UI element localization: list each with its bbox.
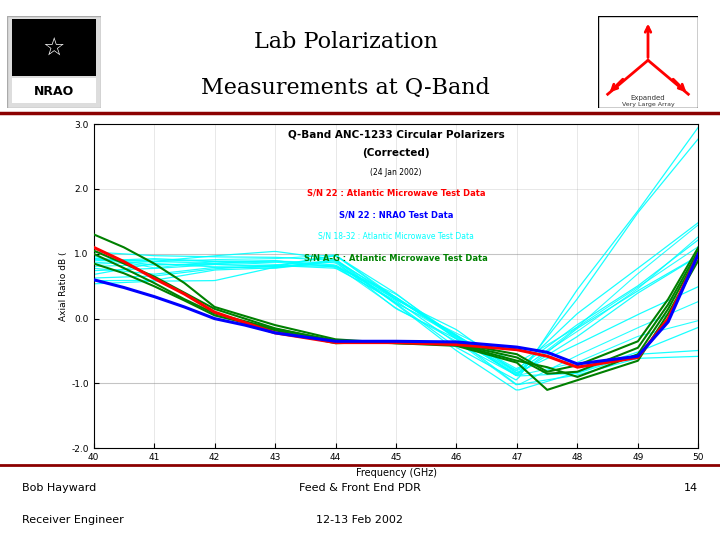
- Text: NRAO: NRAO: [34, 85, 74, 98]
- Text: Q-Band ANC-1233 Circular Polarizers: Q-Band ANC-1233 Circular Polarizers: [287, 129, 505, 139]
- Text: Lab Polarization: Lab Polarization: [253, 31, 438, 53]
- Text: ☆: ☆: [42, 36, 66, 60]
- FancyBboxPatch shape: [12, 78, 96, 103]
- Text: Receiver Engineer: Receiver Engineer: [22, 515, 123, 524]
- Text: S/N A-G : Atlantic Microwave Test Data: S/N A-G : Atlantic Microwave Test Data: [304, 254, 488, 263]
- Text: (24 Jan 2002): (24 Jan 2002): [370, 168, 422, 177]
- Text: 14: 14: [684, 483, 698, 492]
- Text: Bob Hayward: Bob Hayward: [22, 483, 96, 492]
- Text: Feed & Front End PDR: Feed & Front End PDR: [299, 483, 421, 492]
- Text: 12-13 Feb 2002: 12-13 Feb 2002: [317, 515, 403, 524]
- Text: S/N 22 : NRAO Test Data: S/N 22 : NRAO Test Data: [339, 210, 453, 219]
- Text: (Corrected): (Corrected): [362, 148, 430, 159]
- X-axis label: Frequency (GHz): Frequency (GHz): [356, 468, 436, 477]
- Text: Measurements at Q-Band: Measurements at Q-Band: [201, 77, 490, 99]
- Text: Very Large Array: Very Large Array: [621, 102, 675, 107]
- Text: Expanded: Expanded: [631, 95, 665, 101]
- FancyBboxPatch shape: [598, 16, 698, 108]
- Text: S/N 22 : Atlantic Microwave Test Data: S/N 22 : Atlantic Microwave Test Data: [307, 189, 485, 198]
- Text: S/N 18-32 : Atlantic Microwave Test Data: S/N 18-32 : Atlantic Microwave Test Data: [318, 231, 474, 240]
- FancyBboxPatch shape: [7, 16, 101, 108]
- Y-axis label: Axial Ratio dB (: Axial Ratio dB (: [59, 252, 68, 321]
- FancyBboxPatch shape: [12, 19, 96, 76]
